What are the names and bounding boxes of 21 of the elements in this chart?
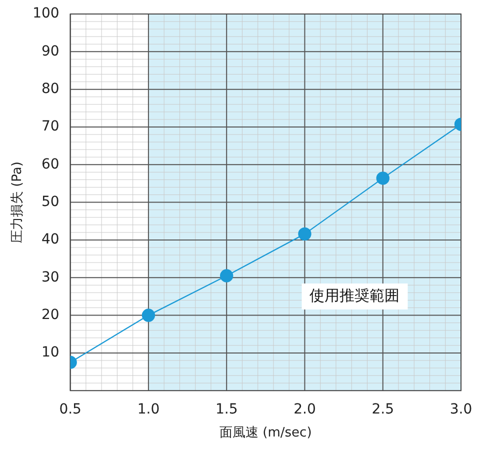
x-tick-label: 0.5 [59,402,82,418]
y-tick-label: 50 [41,194,60,210]
y-tick-label: 40 [41,232,60,248]
x-tick-label: 2.5 [372,402,394,418]
x-tick-label: 1.5 [215,402,238,418]
band-label: 使用推奨範囲 [310,286,400,304]
y-tick-label: 20 [41,306,60,323]
x-tick-label: 1.0 [137,402,160,418]
x-axis-title: 面風速 (m/sec) [220,426,312,441]
y-axis-title: 圧力損失 (Pa) [10,162,26,244]
y-tick-label: 80 [41,80,60,97]
y-tick-label: 100 [32,6,60,22]
x-tick-label: 2.0 [294,402,316,418]
y-tick-label: 30 [41,269,60,286]
y-tick-label: 70 [41,118,60,135]
y-tick-label: 90 [41,43,60,60]
point [220,269,234,282]
point [298,227,312,241]
x-tick-label: 3.0 [450,402,472,418]
y-tick-label: 60 [41,156,60,172]
y-tick-label: 10 [41,344,60,361]
